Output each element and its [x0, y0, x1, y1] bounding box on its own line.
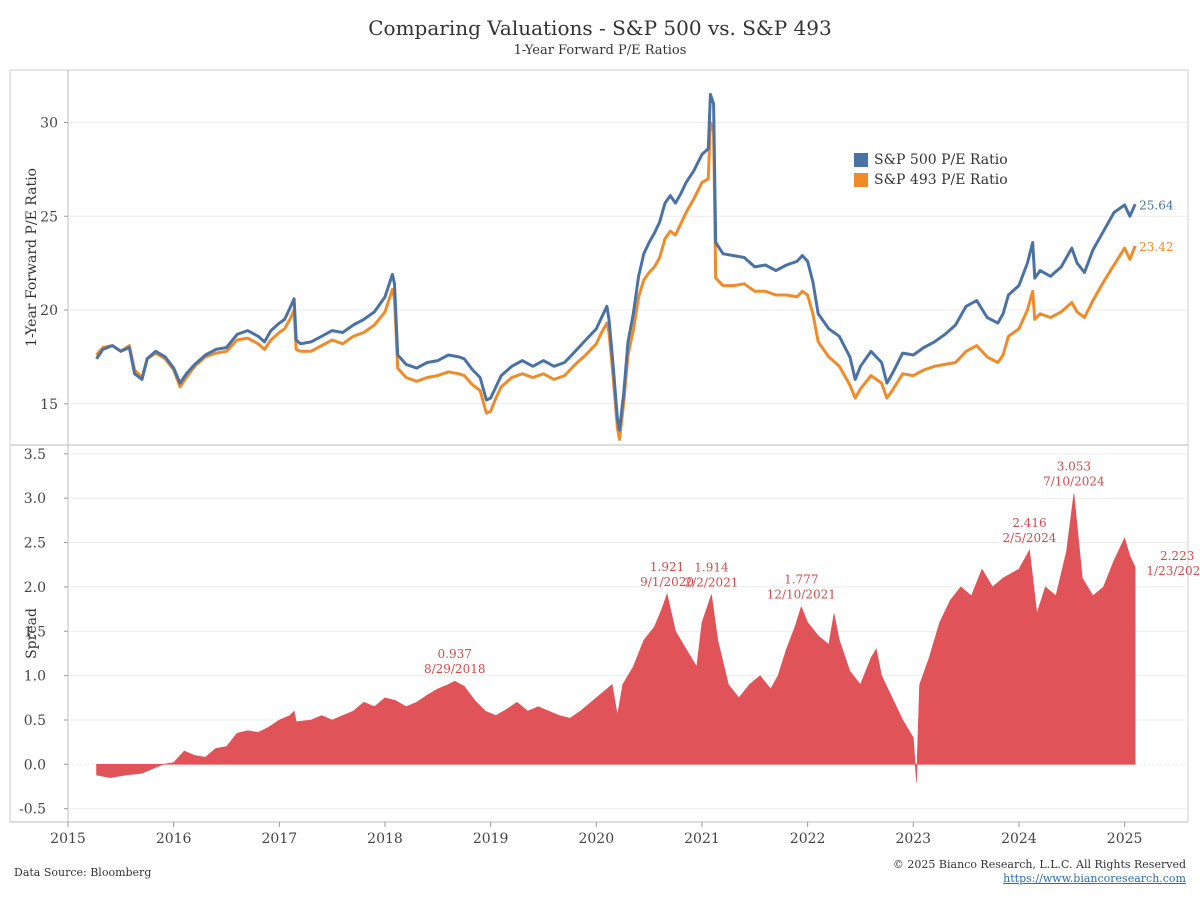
- chart-subtitle: 1-Year Forward P/E Ratios: [513, 43, 687, 58]
- y-tick-label-bottom: 1.0: [24, 669, 46, 685]
- y-tick-label-bottom: 3.0: [24, 491, 46, 507]
- x-tick-label: 2020: [578, 831, 614, 847]
- y-tick-label-bottom: 0.5: [24, 713, 46, 729]
- spread-area: [96, 493, 1136, 783]
- annotation-date: 2/5/2024: [1003, 531, 1057, 545]
- legend-label-sp493: S&P 493 P/E Ratio: [874, 172, 1008, 188]
- sp493-end-label: 23.42: [1139, 240, 1173, 254]
- annotation-date: 1/23/2025: [1146, 564, 1200, 578]
- copyright: © 2025 Bianco Research, L.L.C. All Right…: [892, 858, 1186, 871]
- legend-item-sp500: S&P 500 P/E Ratio: [854, 150, 1008, 170]
- y-axis-title-bottom: Spread: [24, 608, 40, 659]
- y-tick-label-bottom: 2.0: [24, 580, 46, 596]
- legend: S&P 500 P/E Ratio S&P 493 P/E Ratio: [854, 150, 1008, 190]
- x-tick-label: 2021: [684, 831, 720, 847]
- annotation-date: 7/10/2024: [1043, 475, 1105, 489]
- y-tick-label-bottom: 3.5: [24, 447, 46, 463]
- annotation-date: 8/29/2018: [424, 662, 486, 676]
- x-tick-label: 2017: [262, 831, 298, 847]
- x-tick-label: 2018: [367, 831, 403, 847]
- chart-title: Comparing Valuations - S&P 500 vs. S&P 4…: [368, 16, 832, 40]
- x-tick-label: 2022: [790, 831, 826, 847]
- x-tick-label: 2025: [1107, 831, 1143, 847]
- legend-swatch-sp493: [854, 173, 868, 187]
- annotation-date: 2/2/2021: [685, 576, 739, 590]
- x-tick-label: 2023: [895, 831, 931, 847]
- x-tick-label: 2019: [473, 831, 509, 847]
- y-tick-label-bottom: 1.5: [24, 624, 46, 640]
- y-tick-label-top: 15: [40, 397, 58, 413]
- x-tick-label: 2015: [50, 831, 86, 847]
- annotation-value: 2.223: [1160, 549, 1194, 563]
- legend-swatch-sp500: [854, 153, 868, 167]
- annotation-value: 2.416: [1012, 516, 1046, 530]
- legend-label-sp500: S&P 500 P/E Ratio: [874, 152, 1008, 168]
- y-tick-label-bottom: 2.5: [24, 536, 46, 552]
- annotation-value: 3.053: [1057, 460, 1091, 474]
- annotation-value: 1.914: [694, 561, 729, 575]
- y-tick-label-top: 25: [40, 209, 58, 225]
- y-tick-label-bottom: 0.0: [24, 757, 46, 773]
- y-tick-label-top: 30: [40, 116, 58, 132]
- annotation-date: 12/10/2021: [767, 588, 836, 602]
- annotation-date: 9/1/2020: [640, 575, 694, 589]
- legend-item-sp493: S&P 493 P/E Ratio: [854, 170, 1008, 190]
- footer-credits: © 2025 Bianco Research, L.L.C. All Right…: [893, 858, 1186, 886]
- y-tick-label-top: 20: [40, 303, 58, 319]
- x-tick-label: 2024: [1001, 831, 1037, 847]
- y-tick-label-bottom: -0.5: [19, 802, 46, 818]
- x-tick-label: 2016: [156, 831, 192, 847]
- website-link[interactable]: https://www.biancoresearch.com: [1003, 872, 1186, 885]
- sp500-line: [95, 92, 1137, 432]
- sp500-end-label: 25.64: [1139, 198, 1174, 212]
- annotation-value: 0.937: [438, 647, 472, 661]
- annotation-value: 1.777: [784, 573, 818, 587]
- annotation-value: 1.921: [650, 560, 684, 574]
- data-source: Data Source: Bloomberg: [14, 866, 152, 879]
- y-axis-title-top: 1-Year Forward P/E Ratio: [24, 168, 40, 347]
